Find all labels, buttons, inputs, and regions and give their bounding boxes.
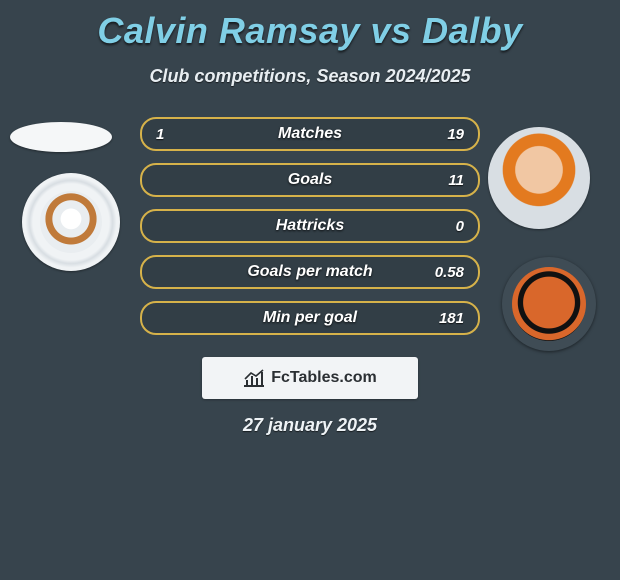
player-left-avatar <box>10 122 112 152</box>
player-right-avatar <box>488 127 590 229</box>
stat-right-value: 0 <box>434 218 464 235</box>
comparison-stage: 1Matches19 Goals11 Hattricks0 Goals per mat… <box>0 117 620 335</box>
page-title: Calvin Ramsay vs Dalby <box>0 0 620 52</box>
stat-row: Goals per match0.58 <box>140 255 480 289</box>
brand-text: FcTables.com <box>271 369 377 387</box>
stat-right-value: 181 <box>434 310 464 327</box>
stat-right-value: 19 <box>434 126 464 143</box>
stat-label: Matches <box>142 125 478 143</box>
brand-box: FcTables.com <box>202 357 418 399</box>
stat-right-value: 0.58 <box>434 264 464 281</box>
club-left-crest <box>22 173 120 271</box>
stat-right-value: 11 <box>434 172 464 189</box>
stat-label: Min per goal <box>142 309 478 327</box>
stat-bars: 1Matches19 Goals11 Hattricks0 Goals per mat… <box>140 117 480 335</box>
stat-row: Hattricks0 <box>140 209 480 243</box>
stat-label: Goals per match <box>142 263 478 281</box>
stat-label: Hattricks <box>142 217 478 235</box>
stat-row: Goals11 <box>140 163 480 197</box>
club-right-crest <box>502 257 596 351</box>
stat-label: Goals <box>142 171 478 189</box>
stat-row: Min per goal181 <box>140 301 480 335</box>
comparison-date: 27 january 2025 <box>0 415 620 436</box>
subtitle: Club competitions, Season 2024/2025 <box>0 66 620 87</box>
brand-chart-icon <box>243 369 265 387</box>
stat-row: 1Matches19 <box>140 117 480 151</box>
